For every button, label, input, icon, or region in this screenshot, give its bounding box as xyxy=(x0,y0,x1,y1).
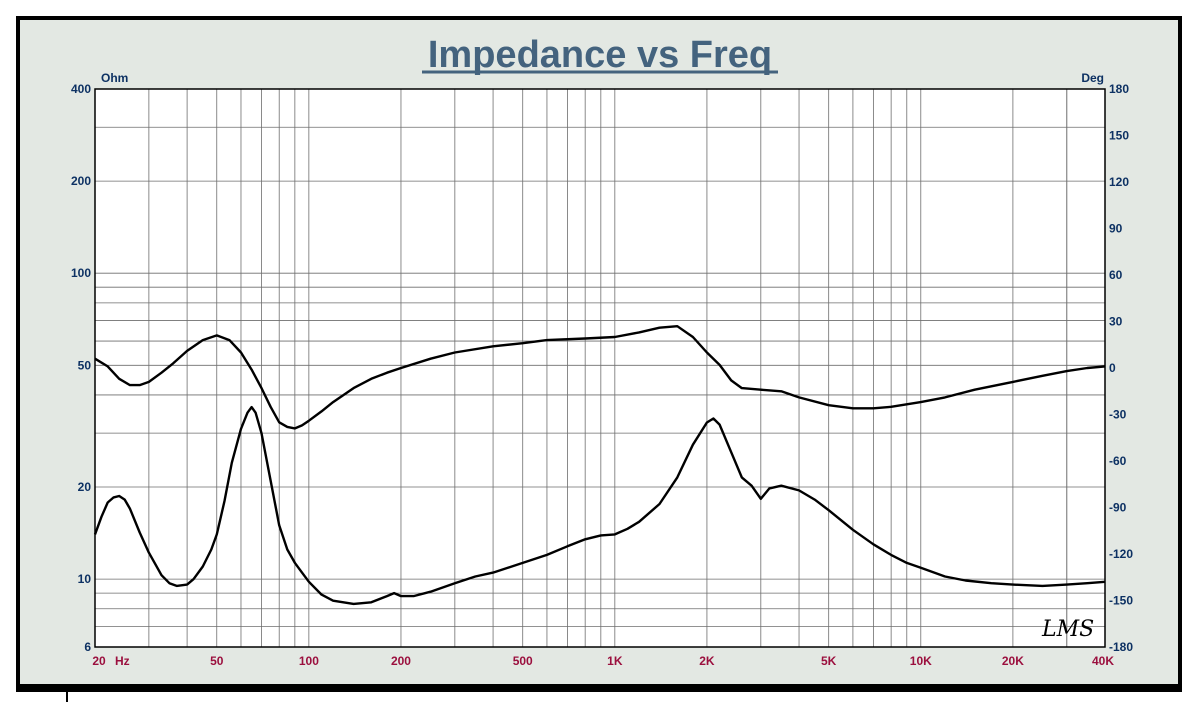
y-right-tick-label: 180 xyxy=(1109,82,1129,96)
y-right-tick-label: -120 xyxy=(1109,547,1133,561)
x-tick-label: 200 xyxy=(391,654,411,668)
y-left-tick-label: 6 xyxy=(84,640,91,654)
y-right-tick-label: -60 xyxy=(1109,454,1127,468)
tick-labels: 20 50 100 200 500 1K 2K 5K 10K 20K 40K 6 10 20 50 100 20… xyxy=(71,82,1133,668)
chart-title: Impedance vs Freq xyxy=(428,34,772,76)
grid xyxy=(95,89,1105,647)
y-right-tick-label: -180 xyxy=(1109,640,1133,654)
y-left-tick-label: 50 xyxy=(78,358,92,372)
y-right-tick-label: -90 xyxy=(1109,501,1127,515)
y-right-tick-label: -30 xyxy=(1109,408,1127,422)
bottom-tick-mark xyxy=(66,692,68,702)
x-tick-label: 50 xyxy=(210,654,224,668)
x-tick-label: 40K xyxy=(1092,654,1114,668)
plot-area xyxy=(95,89,1105,647)
y-left-tick-label: 100 xyxy=(71,266,91,280)
y-right-tick-label: 0 xyxy=(1109,361,1116,375)
y-right-tick-label: 90 xyxy=(1109,222,1123,236)
x-tick-label: 10K xyxy=(910,654,932,668)
x-tick-label: 100 xyxy=(299,654,319,668)
x-tick-label: 1K xyxy=(607,654,623,668)
x-tick-label: 20K xyxy=(1002,654,1024,668)
x-tick-label: 20 xyxy=(92,654,106,668)
x-tick-label: 5K xyxy=(821,654,837,668)
y-left-tick-label: 10 xyxy=(78,572,92,586)
impedance-curve xyxy=(93,405,1106,606)
y-right-tick-label: 150 xyxy=(1109,129,1129,143)
y-left-tick-label: 20 xyxy=(78,480,92,494)
x-tick-label: 500 xyxy=(513,654,533,668)
x-unit-label: Hz xyxy=(115,654,130,668)
y-left-tick-label: 400 xyxy=(71,82,91,96)
plot-border xyxy=(94,88,1106,648)
phase-curve xyxy=(94,325,1106,430)
bottom-border xyxy=(16,688,1182,692)
curves xyxy=(93,325,1106,606)
y-right-tick-label: -150 xyxy=(1109,594,1133,608)
y-right-tick-label: 60 xyxy=(1109,268,1123,282)
y-right-unit-label: Deg xyxy=(1081,71,1104,85)
lms-signature: LMS xyxy=(1041,617,1094,642)
y-left-tick-label: 200 xyxy=(71,174,91,188)
y-left-unit-label: Ohm xyxy=(101,71,128,85)
y-right-tick-label: 120 xyxy=(1109,175,1129,189)
x-tick-label: 2K xyxy=(699,654,715,668)
y-right-tick-label: 30 xyxy=(1109,315,1123,329)
